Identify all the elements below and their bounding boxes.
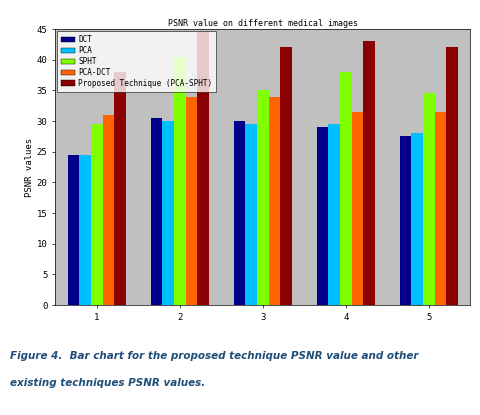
Bar [186, 97, 197, 305]
Bar [280, 47, 292, 305]
Bar [269, 97, 280, 305]
Bar [317, 127, 328, 305]
Bar [257, 90, 269, 305]
Bar [79, 155, 91, 305]
Bar [352, 112, 363, 305]
Y-axis label: PSNR values: PSNR values [25, 137, 34, 197]
Bar [234, 121, 245, 305]
Bar [103, 115, 114, 305]
Bar [91, 124, 103, 305]
Bar [151, 118, 162, 305]
Bar [174, 56, 186, 305]
Bar [114, 72, 126, 305]
Bar [400, 137, 411, 305]
Title: PSNR value on different medical images: PSNR value on different medical images [168, 19, 358, 28]
Bar [245, 124, 257, 305]
Bar [435, 112, 446, 305]
Bar [363, 42, 375, 305]
Bar [411, 133, 423, 305]
Bar [68, 155, 79, 305]
Bar [328, 124, 340, 305]
Text: existing techniques PSNR values.: existing techniques PSNR values. [10, 378, 205, 388]
Legend: DCT, PCA, SPHT, PCA-DCT, Proposed Technique (PCA-SPHT): DCT, PCA, SPHT, PCA-DCT, Proposed Techni… [58, 32, 216, 92]
Bar [423, 93, 435, 305]
Bar [340, 72, 352, 305]
Text: Figure 4.  Bar chart for the proposed technique PSNR value and other: Figure 4. Bar chart for the proposed tec… [10, 351, 418, 361]
Bar [162, 121, 174, 305]
Bar [446, 47, 458, 305]
Bar [197, 32, 209, 305]
